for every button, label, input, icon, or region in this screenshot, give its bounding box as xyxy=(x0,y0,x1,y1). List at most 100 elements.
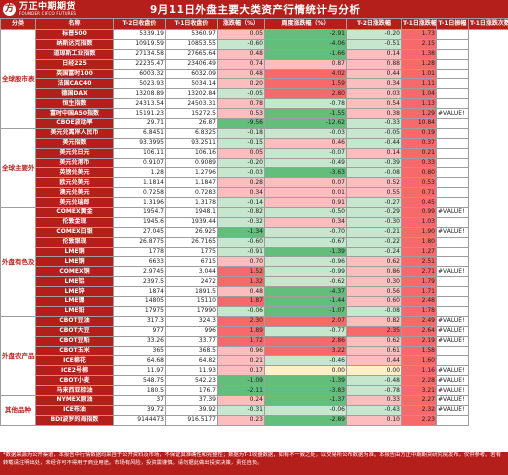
change-value: 0.48 xyxy=(217,68,265,80)
change-value: 0.23 xyxy=(217,414,265,426)
asset-name: CBOE波动率 xyxy=(35,118,114,129)
amplitude: 2.48 xyxy=(401,296,437,307)
change-value: -0.08 xyxy=(346,305,402,317)
asset-name: CBOT玉米 xyxy=(35,345,114,357)
change-value: 3.22 xyxy=(264,345,347,357)
change-value: 0.14 xyxy=(346,147,402,159)
table-row: ICE棉花 64.68 64.82 0.21 -0.46 0.44 1.60 xyxy=(1,355,508,367)
close-price: 17975 xyxy=(113,305,166,317)
amplitude: 2.27 xyxy=(401,394,437,406)
table-row: COMEX白银 27.045 26.925 -1.34 -0.70 -0.21 1.90 #V… xyxy=(1,226,508,238)
close-price: 23406.49 xyxy=(165,58,218,70)
close-price: 1874 xyxy=(113,286,166,298)
count-value xyxy=(436,78,469,90)
change-value: 0.46 xyxy=(264,137,347,149)
amplitude: 2.23 xyxy=(401,414,437,426)
table-row: 美元兑瑞郎 1.3196 1.3178 -0.14 0.91 -0.27 0.45 xyxy=(1,197,508,209)
close-price: 13202.84 xyxy=(165,88,218,100)
asset-name: 英国富时100 xyxy=(35,68,114,80)
asset-name: 美元兑瑞郎 xyxy=(35,197,114,209)
count-value xyxy=(436,276,469,288)
change-value: 0.61 xyxy=(346,345,402,357)
close-price: 368.5 xyxy=(165,345,218,357)
close-price: 1.28 xyxy=(113,167,166,179)
close-price: 1.1847 xyxy=(165,177,218,189)
table-body: 全球股市表现标普5005339.195360.970.05-2.91-0.201… xyxy=(0,29,508,426)
change-value: -0.31 xyxy=(217,404,265,416)
change-value: -0.91 xyxy=(217,246,265,258)
count-value xyxy=(436,98,469,110)
close-price: 1945.6 xyxy=(113,216,166,228)
change-value: -0.32 xyxy=(217,216,265,228)
change-value: -0.03 xyxy=(217,167,265,179)
table-row: LME铅 17975 17990 -0.06 -1.07 -0.08 1.78 xyxy=(1,305,508,317)
close-price: 542.23 xyxy=(165,375,218,387)
change-value: 0.91 xyxy=(264,197,347,209)
amplitude: 0.37 xyxy=(401,137,437,149)
close-price: 64.82 xyxy=(165,355,218,367)
change-value: -0.60 xyxy=(217,236,265,248)
table-row: COMEX铜 2.9745 3.044 1.52 -0.99 0.86 2.71 #VALUE… xyxy=(1,266,508,278)
count-value xyxy=(436,236,469,248)
count-value xyxy=(436,58,469,70)
close-price: 5339.19 xyxy=(113,29,166,40)
count-value xyxy=(436,414,469,426)
count-value xyxy=(436,127,469,139)
change-value: 2.35 xyxy=(346,325,402,337)
table-row: 美元指数 93.3995 93.2511 -0.15 0.46 -0.44 0.37 xyxy=(1,137,508,149)
brand-name-cn: 万正中期期货 xyxy=(19,1,77,12)
close-price: 977 xyxy=(113,325,166,337)
change-value: 0.34 xyxy=(217,187,265,199)
close-price: 24313.54 xyxy=(113,98,166,110)
table-row: 英国富时100 6003.32 6032.09 0.48 4.02 0.44 1.01 xyxy=(1,68,508,80)
asset-name: BDI波罗的海指数 xyxy=(35,414,114,426)
change-value: 0.48 xyxy=(217,48,265,60)
table-row: 欧元兑美元 1.1814 1.1847 0.28 0.07 0.52 0.53 xyxy=(1,177,508,189)
column-header: T-1日涨跌幅 xyxy=(401,18,437,30)
close-price: 64.68 xyxy=(113,355,166,367)
change-value: -1.09 xyxy=(217,375,265,387)
asset-name: CBOT豆油 xyxy=(35,315,114,327)
amplitude: 10.84 xyxy=(401,118,437,129)
change-value: -0.77 xyxy=(264,325,347,337)
change-value: 0.70 xyxy=(217,256,265,268)
change-value: -12.62 xyxy=(264,118,347,129)
amplitude: 0.99 xyxy=(401,207,437,218)
table-row: 伦敦银现 26.8775 26.7165 -0.60 -0.67 -0.22 1.80 xyxy=(1,236,508,248)
change-value: 0.01 xyxy=(264,187,347,199)
close-price: 324.3 xyxy=(165,315,218,327)
change-value: 0.87 xyxy=(264,58,347,70)
close-price: 26.7165 xyxy=(165,236,218,248)
table-row: CBOT小麦 548.75 542.23 -1.09 -1.39 -0.48 2.28 #VA… xyxy=(1,375,508,387)
count-value: #VALUE! xyxy=(436,108,469,120)
close-price: 0.9089 xyxy=(165,157,218,169)
count-value xyxy=(436,296,469,307)
table-row: 马来西亚棕油 180.5 176.7 -2.11 -3.83 -0.78 3.21 #VALU… xyxy=(1,385,508,396)
column-header: T-2日涨跌幅 xyxy=(346,18,402,30)
amplitude: 2.49 xyxy=(401,315,437,327)
category-cell: 其他品种 xyxy=(0,394,36,426)
table-row: 德国DAX 13208.89 13202.84 -0.05 2.80 0.03 1.04 xyxy=(1,88,508,100)
header-row: 分类 名称 T-2日收盘价 T-1日收盘价 涨跌幅（%） 周度涨跌幅（%） T-2日涨跌幅 T… xyxy=(0,18,508,30)
change-value: 0.33 xyxy=(346,394,402,406)
change-value: 0.86 xyxy=(346,266,402,278)
change-value: 0.24 xyxy=(217,394,265,406)
change-value: -0.27 xyxy=(346,197,402,209)
table-row: 外盘有色及贵金属表现COMEX黄金1954.71948.1-0.82-0.50-… xyxy=(0,207,508,317)
change-value: -2.91 xyxy=(264,29,347,40)
close-price: 6.8451 xyxy=(113,127,166,139)
change-value: 1.52 xyxy=(217,266,265,278)
change-value: 0.28 xyxy=(217,177,265,189)
table-row: ICE2号棉 11.97 11.93 0.17 0.00 0.00 1.16 #VALUE! xyxy=(1,365,508,377)
amplitude: 2.51 xyxy=(401,256,437,268)
asset-name: LME铜 xyxy=(35,256,114,268)
change-value: -0.20 xyxy=(217,157,265,169)
amplitude: 0.71 xyxy=(401,187,437,199)
count-value: #VALUE! xyxy=(436,365,469,377)
count-value: #VALUE! xyxy=(436,404,469,416)
asset-name: 美元兑日元 xyxy=(35,147,114,159)
count-value xyxy=(436,29,469,40)
asset-name: 马来西亚棕油 xyxy=(35,385,114,396)
change-value: 0.56 xyxy=(346,286,402,298)
change-value: 0.88 xyxy=(346,58,402,70)
